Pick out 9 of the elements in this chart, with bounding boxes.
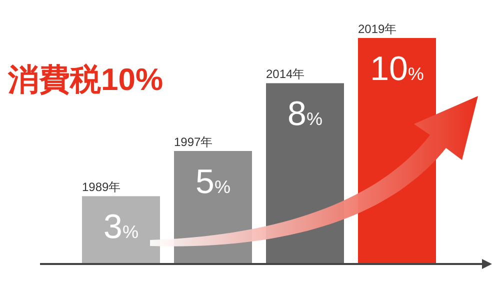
data-label: 3% <box>104 208 138 246</box>
data-label: 5% <box>196 163 230 201</box>
text: 消費税10% <box>7 62 164 97</box>
x-tick-label: 1997年 <box>174 135 213 149</box>
x-tick-label: 2014年 <box>266 67 305 82</box>
data-label: 10% <box>370 50 424 88</box>
data-label: 8% <box>288 95 322 134</box>
x-tick-label: 1989年 <box>82 180 121 194</box>
x-tick-label: 2019年 <box>358 22 397 36</box>
